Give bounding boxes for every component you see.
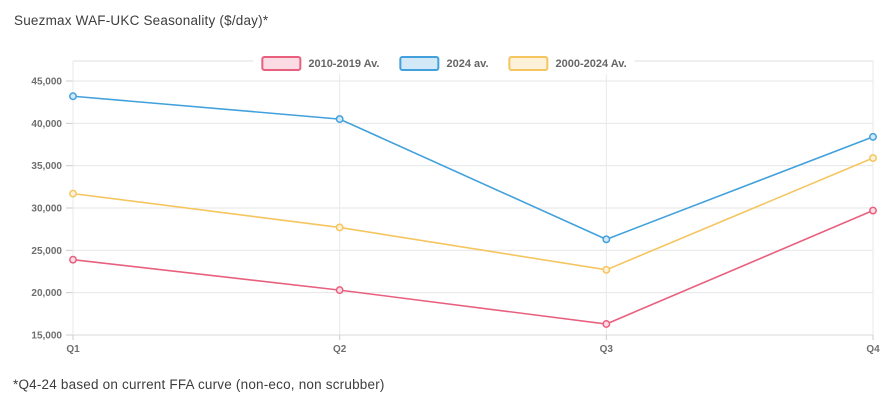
data-point-marker[interactable]: [69, 92, 77, 101]
legend-label: 2024 av.: [446, 57, 489, 70]
legend-item-3[interactable]: 2000-2024 Av.: [508, 56, 627, 71]
y-axis-label: 45,000: [31, 77, 62, 88]
x-axis-label: Q2: [333, 344, 347, 355]
series-line-2: [72, 95, 874, 241]
data-point-marker[interactable]: [602, 235, 611, 244]
legend-item-1[interactable]: 2010-2019 Av.: [261, 56, 379, 71]
legend-item-2[interactable]: 2024 av.: [399, 56, 489, 71]
data-point-marker[interactable]: [869, 206, 877, 215]
legend-label: 2000-2024 Av.: [555, 57, 627, 70]
data-point-marker[interactable]: [335, 115, 344, 124]
chart-legend: 2010-2019 Av. 2024 av. 2000-2024 Av.: [253, 53, 635, 74]
chart-footnote: *Q4-24 based on current FFA curve (non-e…: [13, 377, 385, 392]
data-point-marker[interactable]: [69, 255, 77, 264]
x-axis-label: Q4: [866, 344, 880, 355]
y-axis-label: 20,000: [31, 288, 62, 299]
chart-title: Suezmax WAF-UKC Seasonality ($/day)*: [14, 13, 269, 28]
data-point-marker[interactable]: [869, 132, 877, 141]
x-axis-label: Q1: [66, 344, 80, 355]
series-line-1: [72, 209, 874, 325]
legend-swatch: [261, 56, 302, 71]
y-axis-label: 30,000: [31, 204, 62, 215]
legend-swatch: [508, 56, 549, 71]
y-axis-label: 40,000: [31, 119, 62, 130]
x-axis-label: Q3: [600, 344, 614, 355]
y-axis-label: 15,000: [31, 331, 62, 342]
data-point-marker[interactable]: [335, 223, 344, 232]
legend-label: 2010-2019 Av.: [308, 57, 380, 70]
data-point-marker[interactable]: [869, 154, 877, 162]
series-line-3: [72, 157, 874, 271]
legend-swatch: [399, 56, 440, 71]
data-point-marker[interactable]: [602, 320, 611, 328]
y-axis-label: 25,000: [31, 246, 62, 257]
data-point-marker[interactable]: [335, 286, 344, 295]
data-point-marker[interactable]: [69, 189, 77, 198]
y-axis-label: 35,000: [31, 161, 62, 172]
data-point-marker[interactable]: [602, 265, 611, 274]
